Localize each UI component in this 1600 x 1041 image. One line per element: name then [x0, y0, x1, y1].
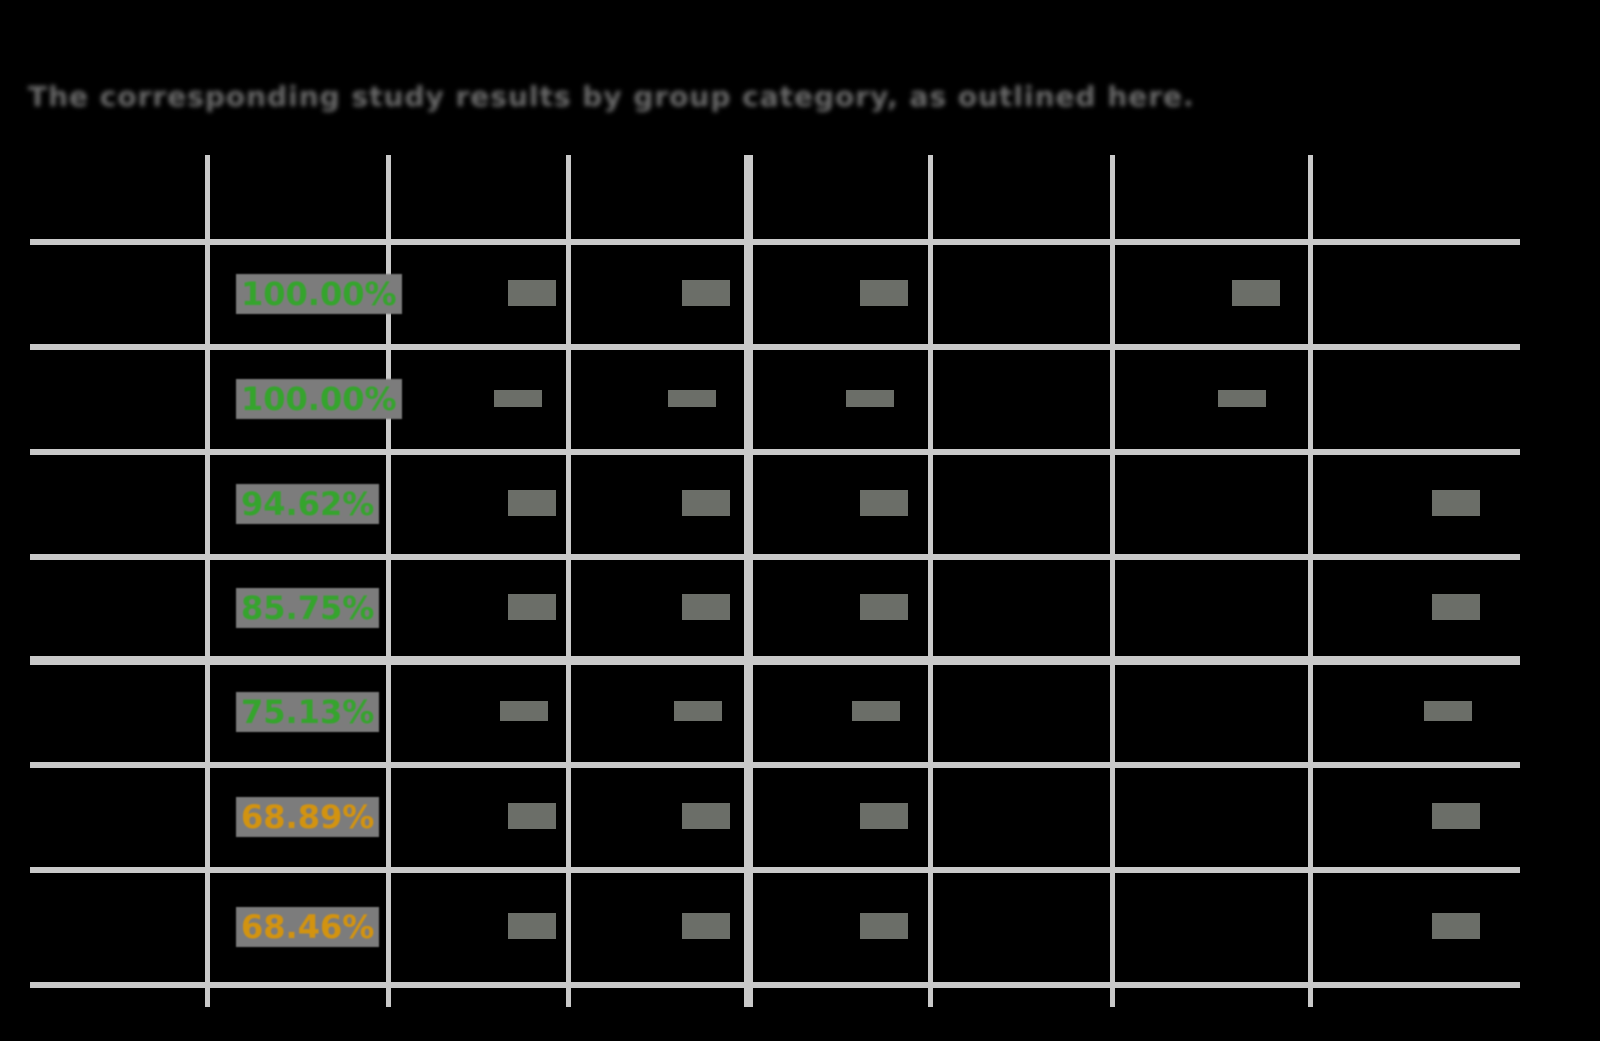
redacted-cell-mark	[508, 280, 556, 306]
grid-column-line	[744, 155, 753, 1007]
redacted-cell-mark	[860, 913, 908, 939]
percentage-value: 75.13%	[236, 692, 380, 732]
redacted-cell-mark	[674, 701, 722, 721]
grid-row-line	[30, 554, 1520, 560]
redacted-cell-mark	[852, 701, 900, 721]
grid-row-line	[30, 239, 1520, 245]
percentage-value: 100.00%	[236, 379, 402, 419]
percentage-value: 68.46%	[236, 907, 380, 947]
redacted-cell-mark	[682, 594, 730, 620]
redacted-cell-mark	[860, 280, 908, 306]
grid-row-line	[30, 982, 1520, 988]
percentage-value: 100.00%	[236, 274, 402, 314]
redacted-cell-mark	[860, 803, 908, 829]
redacted-cell-mark	[1432, 803, 1480, 829]
redacted-cell-mark	[508, 594, 556, 620]
grid-column-line	[205, 155, 210, 1007]
grid-column-line	[566, 155, 571, 1007]
grid-column-line	[1110, 155, 1115, 1007]
redacted-cell-mark	[860, 490, 908, 516]
grid-column-line	[386, 155, 391, 1007]
redacted-cell-mark	[1232, 280, 1280, 306]
redacted-cell-mark	[860, 594, 908, 620]
redacted-cell-mark	[494, 389, 542, 407]
redacted-cell-mark	[500, 701, 548, 721]
grid-row-line	[30, 344, 1520, 350]
redacted-cell-mark	[1218, 389, 1266, 407]
grid-row-line	[30, 867, 1520, 873]
redacted-cell-mark	[682, 913, 730, 939]
percentage-value: 68.89%	[236, 797, 380, 837]
redacted-cell-mark	[846, 389, 894, 407]
redacted-cell-mark	[508, 803, 556, 829]
redacted-cell-mark	[1432, 594, 1480, 620]
grid-column-line	[928, 155, 933, 1007]
redacted-cell-mark	[682, 280, 730, 306]
percentage-value: 85.75%	[236, 588, 380, 628]
page-title: The corresponding study results by group…	[28, 80, 1195, 113]
redacted-cell-mark	[1424, 701, 1472, 721]
grid-row-line	[30, 449, 1520, 455]
redacted-cell-mark	[1432, 490, 1480, 516]
redacted-cell-mark	[508, 490, 556, 516]
redacted-cell-mark	[682, 803, 730, 829]
grid-row-line	[30, 656, 1520, 665]
percentage-value: 94.62%	[236, 484, 380, 524]
redacted-cell-mark	[1432, 913, 1480, 939]
redacted-cell-mark	[668, 389, 716, 407]
grid-row-line	[30, 762, 1520, 768]
redacted-cell-mark	[508, 913, 556, 939]
redacted-cell-mark	[682, 490, 730, 516]
grid-column-line	[1308, 155, 1313, 1007]
